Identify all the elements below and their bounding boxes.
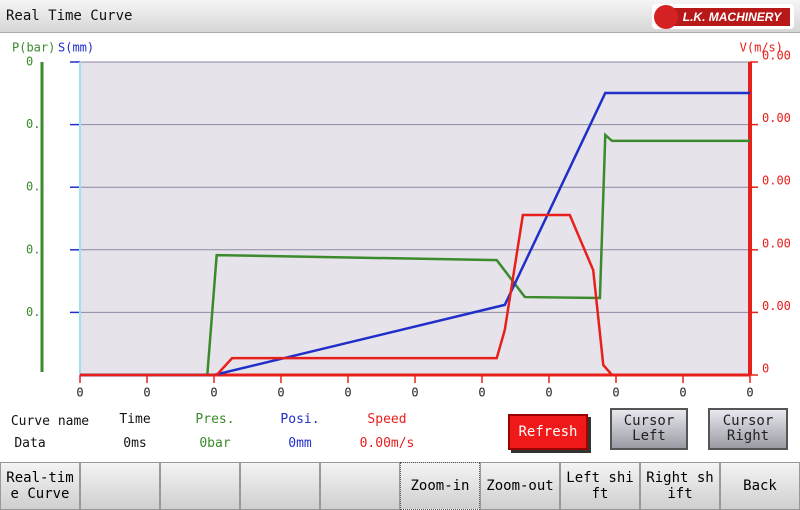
- readout-value: 0.00m/s: [359, 436, 415, 451]
- menu-button[interactable]: Right shift: [640, 462, 720, 510]
- logo-text: L.K. MACHINERY: [674, 8, 790, 26]
- series-line: [80, 213, 750, 377]
- menu-empty: [160, 462, 240, 510]
- y2-tick-label: 0.00: [762, 299, 791, 313]
- refresh-button[interactable]: Refresh: [508, 414, 588, 450]
- time-label: Time: [119, 412, 151, 427]
- menu-button[interactable]: Real-time Curve: [0, 462, 80, 510]
- menu-button[interactable]: Back: [720, 462, 800, 510]
- plot-background: [80, 62, 750, 375]
- data-label: Data: [14, 436, 46, 451]
- x-tick-label: 0: [210, 386, 217, 400]
- logo-icon: [654, 5, 678, 29]
- y2-tick-label: 0.00: [762, 111, 791, 125]
- cursor-left-button[interactable]: Cursor Left: [610, 408, 688, 450]
- screen-title: Real Time Curve: [6, 8, 133, 24]
- curve-name-label: Curve name: [10, 414, 90, 429]
- x-tick-label: 0: [478, 386, 485, 400]
- x-tick-label: 0: [612, 386, 619, 400]
- y-tick-label: 0: [26, 55, 33, 69]
- menu-button[interactable]: Zoom-out: [480, 462, 560, 510]
- x-tick-label: 0: [344, 386, 351, 400]
- series-line: [80, 132, 750, 377]
- x-tick-label: 0: [679, 386, 686, 400]
- readout-value: 0bar: [199, 436, 231, 451]
- x-tick-label: 0: [277, 386, 284, 400]
- title-bar: Real Time Curve L.K. MACHINERY: [0, 0, 800, 33]
- y2-tick-label: 0.00: [762, 49, 791, 63]
- y-axis-title: P(bar): [12, 41, 55, 55]
- readout-value: 0mm: [288, 436, 312, 451]
- x-tick-label: 0: [746, 386, 753, 400]
- menu-button[interactable]: Left shift: [560, 462, 640, 510]
- y-tick-label: 0.: [26, 242, 40, 256]
- y2-tick-label: 0: [762, 362, 769, 376]
- x-tick-label: 0: [545, 386, 552, 400]
- y2-axis-title: V(m/s): [740, 41, 783, 55]
- menu-empty: [80, 462, 160, 510]
- y-tick-label: 0.: [26, 117, 40, 131]
- menu-button[interactable]: Zoom-in: [400, 462, 480, 510]
- y-tick-label: 0.: [26, 305, 40, 319]
- cursor-right-button[interactable]: Cursor Right: [708, 408, 788, 450]
- time-value: 0ms: [123, 436, 147, 451]
- readout-title: Pres.: [195, 412, 235, 427]
- x-tick-label: 0: [143, 386, 150, 400]
- readout-title: Speed: [367, 412, 407, 427]
- y-tick-label: 0.: [26, 180, 40, 194]
- menu-empty: [240, 462, 320, 510]
- y2-tick-label: 0.00: [762, 174, 791, 188]
- logo: L.K. MACHINERY: [652, 4, 794, 29]
- y2-tick-label: 0.00: [762, 236, 791, 250]
- readout-title: Posi.: [280, 412, 320, 427]
- chart: P(bar) S(mm) V(m/s)0.0.0.0.000.000.000.000…: [12, 41, 791, 400]
- x-tick-label: 0: [411, 386, 418, 400]
- y-axis-title-2: S(mm): [58, 41, 94, 55]
- menu-empty: [320, 462, 400, 510]
- x-tick-label: 0: [76, 386, 83, 400]
